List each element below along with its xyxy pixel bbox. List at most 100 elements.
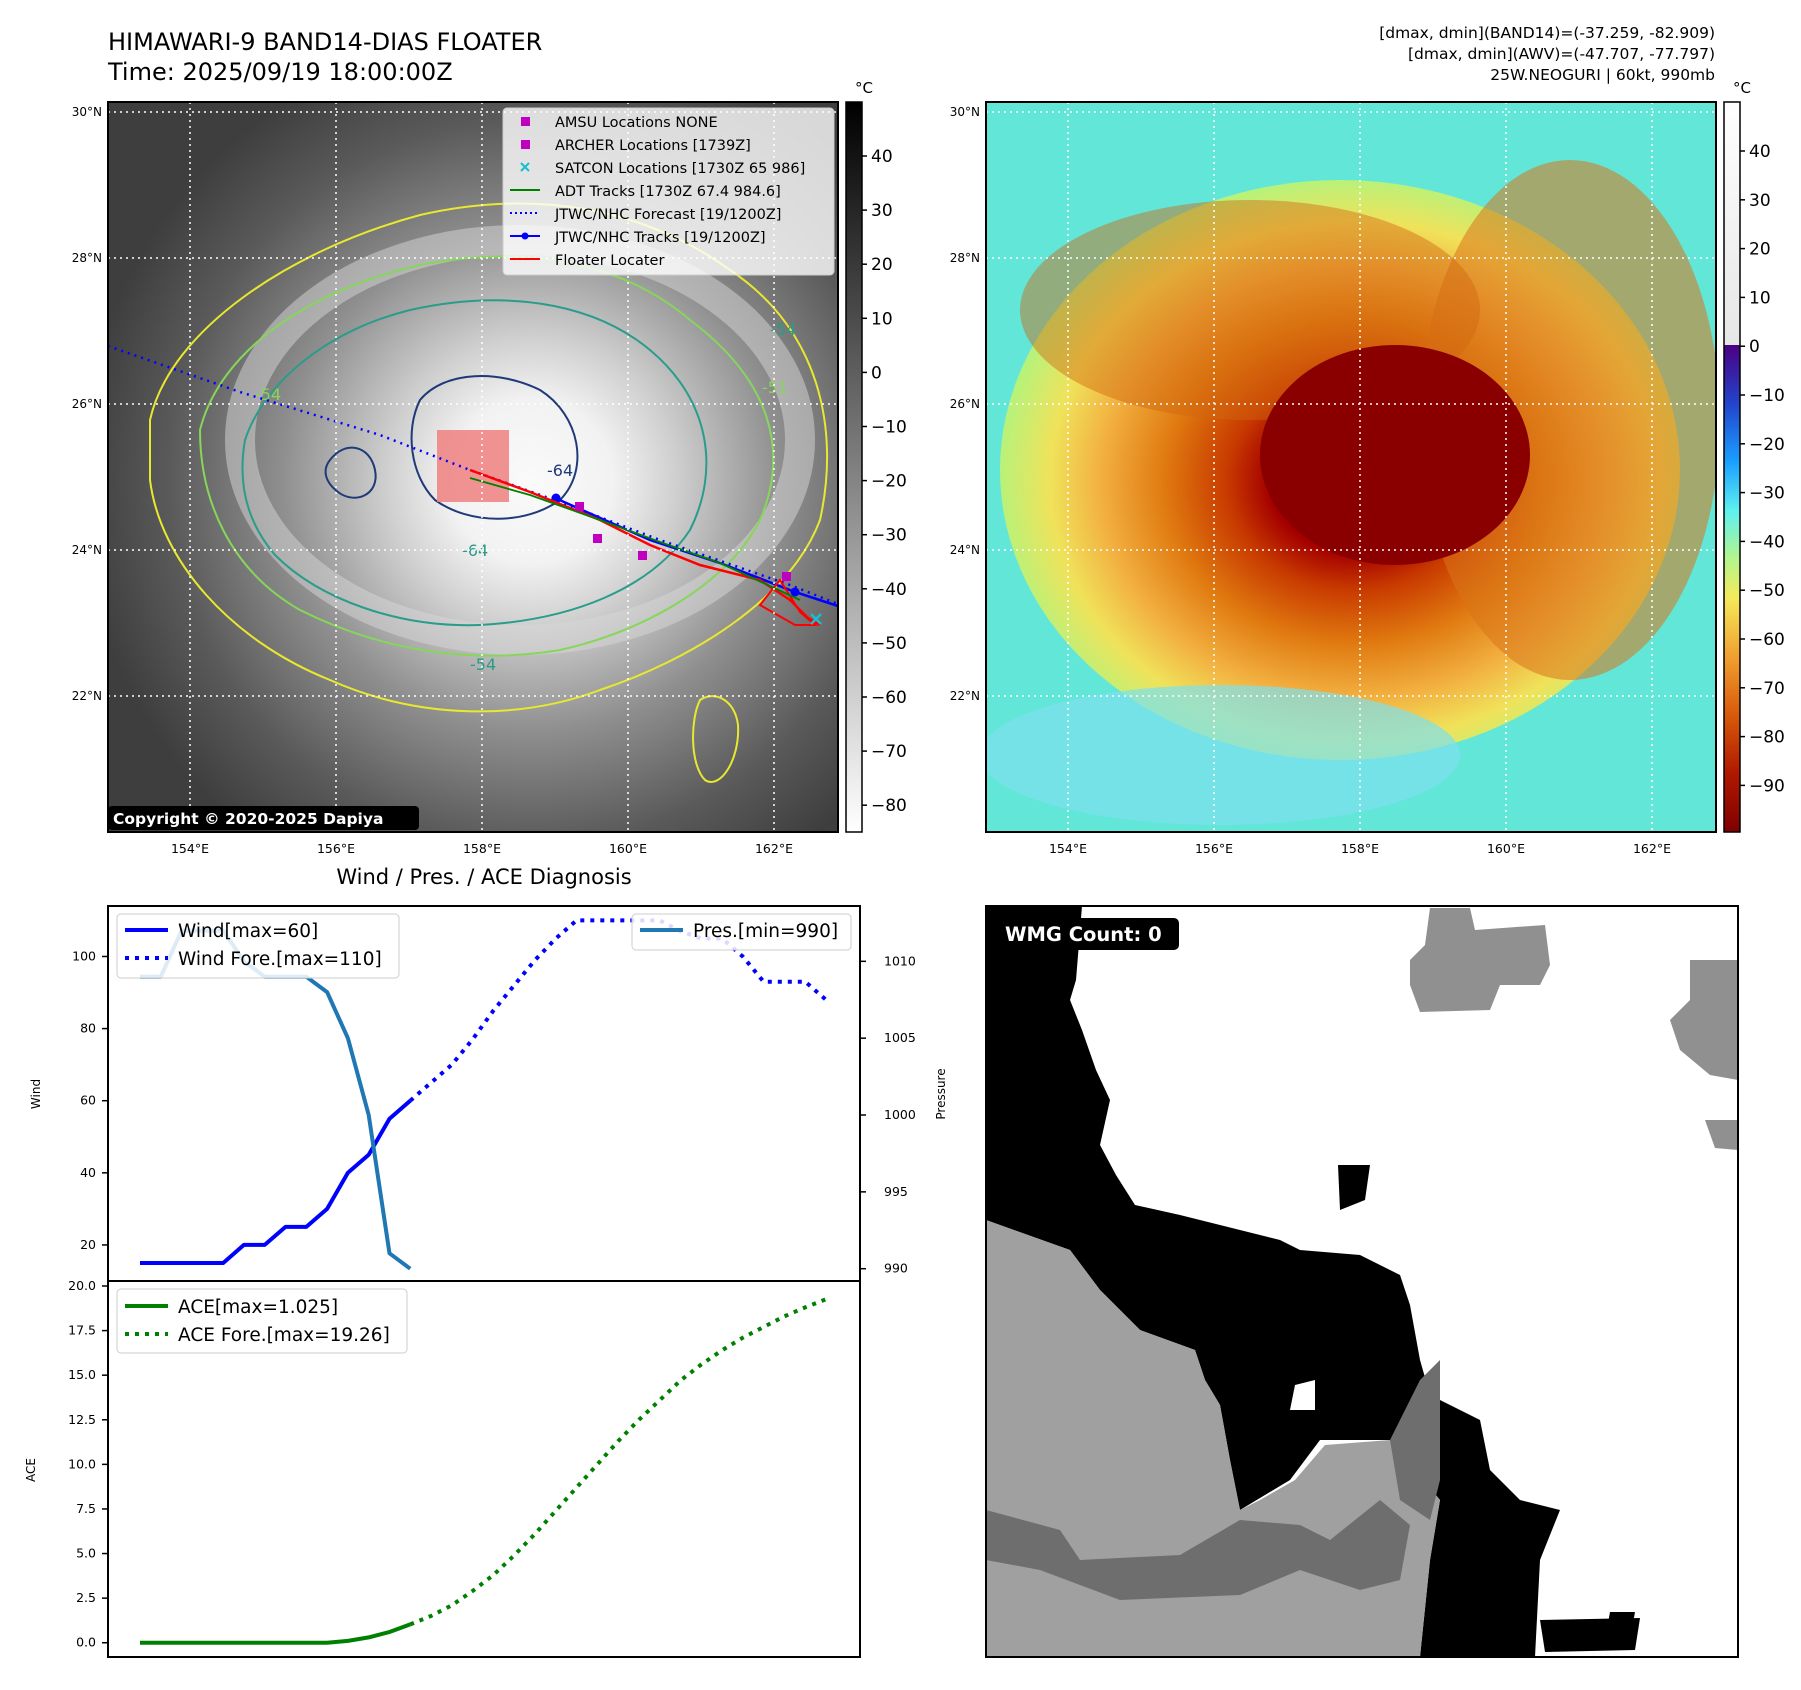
- colorbar-awv-ticks: 40 30 20 10 0 −10 −20 −30 −40 −50 −60 −70 −80 −90: [1740, 142, 1785, 796]
- lat-label: 28°N: [72, 251, 102, 265]
- ace-legend-box: [116, 1288, 408, 1354]
- lon-label: 154°E: [171, 841, 209, 856]
- awv-eye-region: [1260, 345, 1530, 565]
- wmg-imagery: [986, 906, 1738, 1657]
- adt-track: [469, 477, 801, 601]
- colorbar-tick-label: 30: [1749, 191, 1771, 211]
- lon-label: 158°E: [1341, 841, 1379, 856]
- info-storm: 25W.NEOGURI | 60kt, 990mb: [1490, 66, 1715, 84]
- colorbar-awv-unit: °C: [1733, 79, 1751, 97]
- y-tick-label: 2.5: [76, 1590, 96, 1605]
- colorbar-tick-label: 30: [871, 201, 893, 221]
- y-tick-label: 100: [72, 948, 96, 963]
- legend-amsu-marker: [521, 117, 530, 126]
- archer-marker: [782, 572, 791, 581]
- legend-ace-fore: ACE Fore.[max=19.26]: [178, 1325, 390, 1346]
- ace-frame: [107, 1280, 861, 1658]
- legend-satcon: SATCON Locations [1730Z 65 986]: [555, 161, 805, 177]
- series-pres-line: [140, 928, 412, 1271]
- lat-label: 28°N: [950, 251, 980, 265]
- colorbar-tick-label: 0: [871, 363, 882, 383]
- legend-ace: ACE[max=1.025]: [178, 1297, 338, 1318]
- awv-lat-labels: 30°N 28°N 26°N 24°N 22°N: [950, 105, 980, 703]
- series-windline: [140, 1099, 412, 1265]
- copyright-text: Copyright © 2020-2025 Dapiya: [113, 810, 383, 828]
- legend-floater: Floater Locater: [555, 253, 664, 269]
- lon-label: 158°E: [463, 841, 501, 856]
- info-band14-range: [dmax, dmin](BAND14)=(-37.259, -82.909): [1379, 24, 1715, 42]
- figure-title: HIMAWARI-9 BAND14-DIAS FLOATER: [108, 28, 542, 56]
- legend-forecast: JTWC/NHC Forecast [19/1200Z]: [554, 207, 781, 223]
- y-tick-label: 10.0: [68, 1456, 96, 1471]
- floater-locater-track: [469, 468, 821, 627]
- colorbar-tick-label: −50: [871, 634, 907, 654]
- colorbar-tick-label: −70: [1749, 679, 1785, 699]
- track-point: [790, 587, 800, 597]
- chart-title: Wind / Pres. / ACE Diagnosis: [336, 865, 631, 889]
- lon-label: 156°E: [1195, 841, 1233, 856]
- colorbar-tick-label: 20: [871, 255, 893, 275]
- lat-label: 22°N: [950, 689, 980, 703]
- colorbar-tick-label: 0: [1749, 337, 1760, 357]
- y-tick-label: 20: [80, 1237, 96, 1252]
- colorbar-tick-label: −60: [1749, 630, 1785, 650]
- contour-label: -51: [762, 378, 788, 397]
- colorbar-tick-label: 10: [1749, 288, 1771, 308]
- colorbar-tick-label: 10: [871, 309, 893, 329]
- awv-gridlines: [986, 102, 1716, 832]
- floater-locater-loop: [758, 578, 818, 626]
- colorbar-ir: °C 40 30 20 10 0 −10 −20 −30 −40 −50 −60 −70 −80: [845, 79, 907, 833]
- y-tick-label: 17.5: [68, 1323, 96, 1338]
- ace-ylabel: ACE: [24, 1458, 38, 1482]
- colorbar-awv-frame: [1723, 101, 1741, 833]
- lat-label: 24°N: [950, 543, 980, 557]
- colorbar-tick-label: −20: [1749, 435, 1785, 455]
- colorbar-tick-label: −10: [871, 418, 907, 438]
- wind-legend-box: [116, 913, 400, 979]
- contour-label: -54: [770, 320, 796, 339]
- figure-time: Time: 2025/09/19 18:00:00Z: [107, 58, 453, 86]
- colorbar-awv-bottom: [1724, 345, 1740, 832]
- legend-satcon-marker: [520, 162, 530, 172]
- legend-box: [502, 107, 835, 276]
- legend-tracks: JTWC/NHC Tracks [19/1200Z]: [554, 230, 766, 246]
- lat-label: 26°N: [950, 397, 980, 411]
- colorbar-ir-bar: [845, 101, 863, 833]
- awv-lon-labels: 154°E 156°E 158°E 160°E 162°E: [1049, 841, 1671, 856]
- colorbar-tick-label: −90: [1749, 776, 1785, 796]
- y-tick-label: 15.0: [68, 1367, 96, 1382]
- wind-legend: Wind[max=60] Wind Fore.[max=110]: [116, 913, 400, 979]
- wmg-panel: WMG Count: 0: [985, 905, 1739, 1658]
- lat-label: 30°N: [72, 105, 102, 119]
- colorbar-tick-label: −40: [871, 580, 907, 600]
- archer-marker: [593, 534, 602, 543]
- legend-archer: ARCHER Locations [1739Z]: [555, 138, 751, 154]
- lat-label: 26°N: [72, 397, 102, 411]
- lon-label: 162°E: [1633, 841, 1671, 856]
- y-right-tick-label: 1010: [884, 953, 916, 968]
- archer-marker: [638, 551, 647, 560]
- lat-label: 24°N: [72, 543, 102, 557]
- colorbar-awv: °C 40 30 20 10 0 −10 −20 −30 −40 −50 −60 −70 −80 −90: [1723, 79, 1785, 833]
- ir-lon-labels: 154°E 156°E 158°E 160°E 162°E: [171, 841, 793, 856]
- archer-marker: [575, 502, 584, 511]
- info-awv-range: [dmax, dmin](AWV)=(-47.707, -77.797): [1408, 45, 1715, 63]
- pressure-legend-box: [631, 913, 852, 951]
- y-right-tick-label: 990: [884, 1261, 908, 1276]
- legend-tracks-dot: [521, 232, 529, 240]
- colorbar-tick-label: 40: [871, 147, 893, 167]
- legend-amsu: AMSU Locations NONE: [555, 115, 718, 131]
- y-right-tick-label: 1005: [884, 1030, 916, 1045]
- wmg-frame: [985, 905, 1739, 1658]
- ir-contours: [149, 202, 829, 783]
- contour-label: -54: [470, 655, 496, 674]
- lon-label: 160°E: [609, 841, 647, 856]
- colorbar-tick-label: 20: [1749, 240, 1771, 260]
- wmg-badge: [996, 918, 1179, 950]
- map-legend: AMSU Locations NONE ARCHER Locations [17…: [502, 107, 835, 276]
- y-tick-label: 80: [80, 1021, 96, 1036]
- colorbar-tick-label: −30: [871, 526, 907, 546]
- legend-pres: Pres.[min=990]: [693, 921, 838, 942]
- colorbar-tick-label: −80: [871, 796, 907, 816]
